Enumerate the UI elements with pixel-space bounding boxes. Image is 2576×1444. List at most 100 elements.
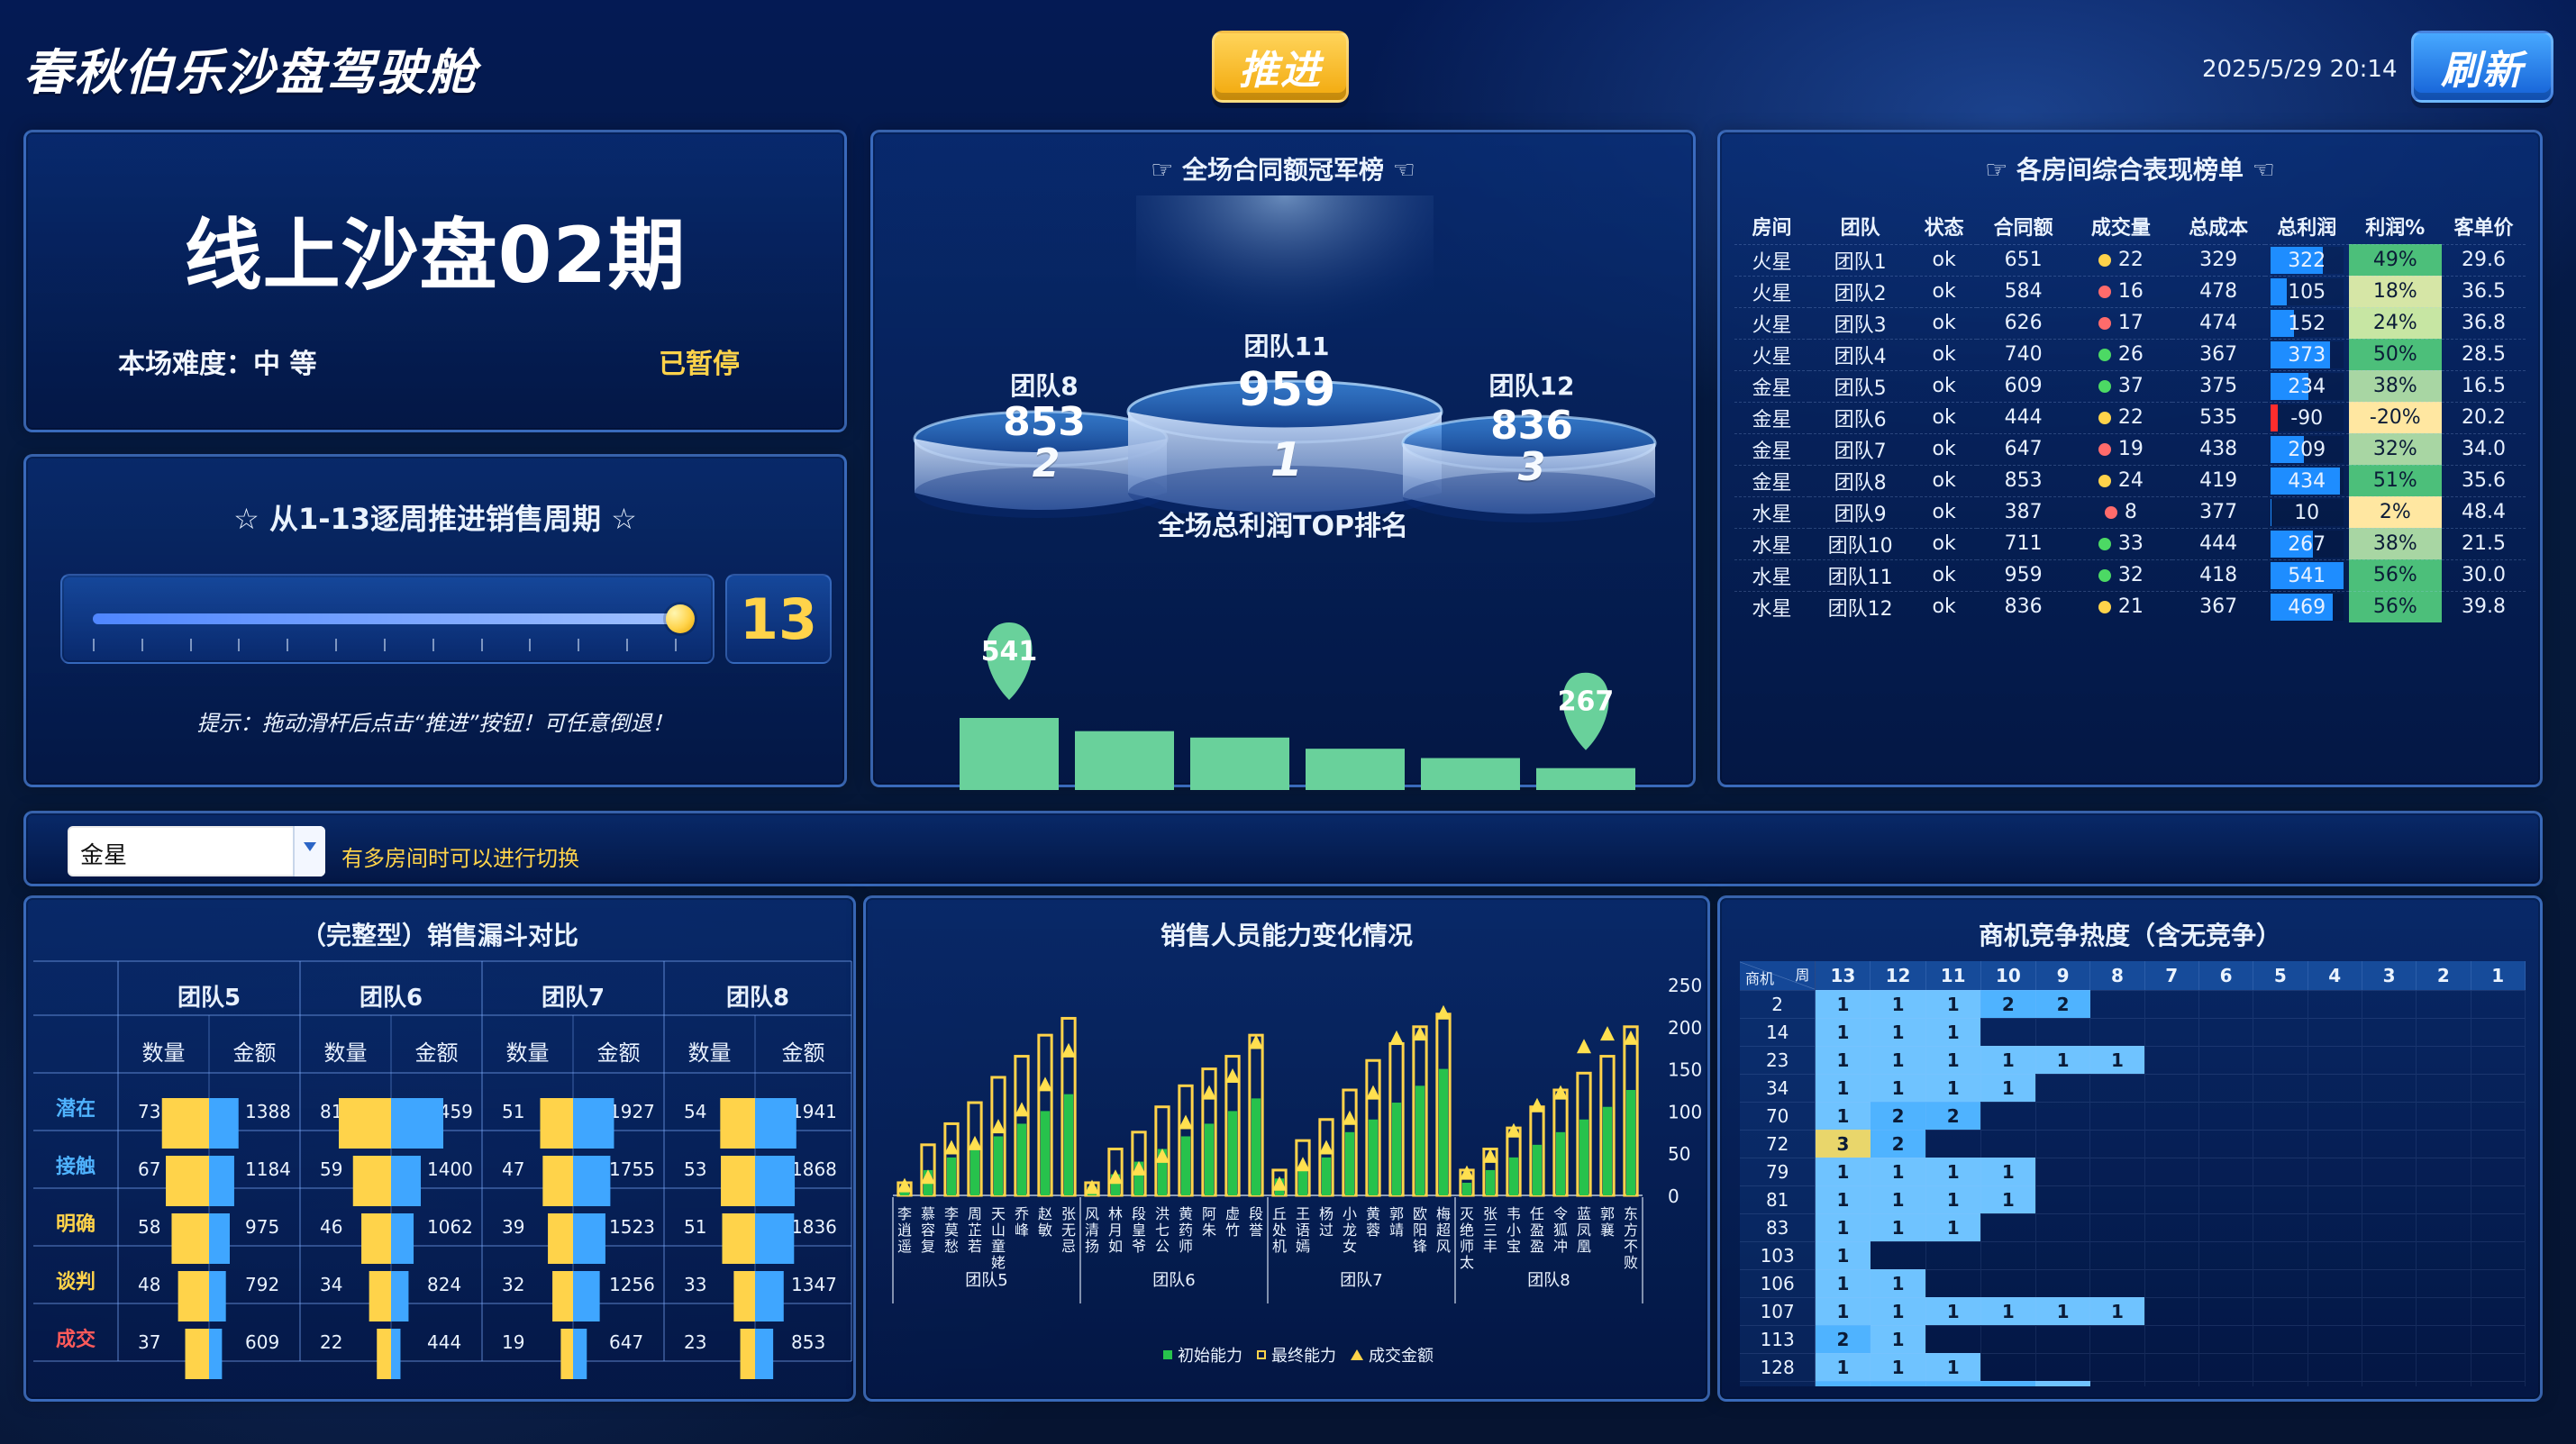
heat-cell (2144, 1269, 2199, 1297)
ability-person-name: 李莫愁 (944, 1205, 959, 1255)
refresh-button[interactable]: 刷新 (2411, 31, 2553, 103)
ability-amount-marker (1272, 1176, 1287, 1191)
heat-cell (2253, 1158, 2308, 1185)
room-row: 水星 团队10 ok 711 33 444 267 38% 21.5 (1734, 528, 2526, 559)
heat-cell (2471, 1353, 2526, 1381)
heat-cell (2089, 1102, 2145, 1130)
heat-table-wrap: 周商机 13 12 11 10 9 8 7 6 5 4 3 2 1 2 1 1 1 2 2 14 1 1 1 23 1 1 1 1 1 1… (1740, 961, 2526, 1386)
heat-cell (2144, 1353, 2199, 1381)
profit-value: 469 (2288, 595, 2326, 619)
profit-bar-fill (2270, 530, 2314, 558)
heat-cell (1980, 1241, 2036, 1269)
funnel-team-8: 团队8 (725, 985, 790, 1012)
legend-amount-label: 成交金额 (1369, 1347, 1434, 1366)
heat-row: 23 1 1 1 1 1 1 (1740, 1046, 2526, 1074)
heat-opportunity-id: 107 (1740, 1297, 1816, 1325)
heat-opportunity-id: 140 (1740, 1381, 1816, 1386)
ability-amount-marker (1202, 1085, 1216, 1100)
ability-initial-bar (899, 1191, 910, 1195)
funnel-amount: 1062 (427, 1216, 473, 1238)
heat-cell: 1 (1815, 1269, 1871, 1297)
deals-dot-icon (2098, 601, 2111, 613)
ability-amount-marker (1225, 1067, 1240, 1083)
heat-cell (2362, 1353, 2417, 1381)
slider-handle[interactable] (666, 604, 695, 633)
heat-cell (2416, 1297, 2471, 1325)
heat-week: 1 (2471, 961, 2526, 990)
heat-row: 14 1 1 1 (1740, 1018, 2526, 1046)
podium-center-rank: 1 (1270, 433, 1304, 487)
team-cell: 团队1 (1834, 250, 1887, 274)
heat-cell: 1 (2035, 1297, 2091, 1325)
contract-cell: 740 (2004, 343, 2043, 366)
deals-cell: 32 (2070, 559, 2171, 591)
heat-cell (2416, 1269, 2471, 1297)
margin-cell: 38% (2348, 528, 2442, 559)
funnel-qty: 22 (320, 1331, 342, 1353)
legend-amount-swatch (1351, 1349, 1363, 1360)
room-cell: 火星 (1752, 313, 1792, 337)
ability-initial-bar (1579, 1119, 1589, 1195)
funnel-metric-amt-4: 金额 (781, 1040, 825, 1066)
heat-opportunity-id: 79 (1740, 1158, 1816, 1185)
funnel-amount: 1941 (791, 1101, 837, 1122)
advance-button[interactable]: 推进 (1212, 31, 1349, 103)
profit-bar (1536, 767, 1635, 790)
heat-cell (2144, 1046, 2199, 1074)
ability-amount-marker (921, 1169, 935, 1185)
profit-cell: 10 (2265, 496, 2349, 528)
status-badge: 已暂停 (659, 349, 740, 380)
heat-cell (2253, 1297, 2308, 1325)
room-select[interactable]: 金星 (68, 826, 325, 876)
difficulty-label: 本场难度：中 等 (118, 349, 317, 380)
ability-person-name: 灭绝师太 (1460, 1205, 1474, 1271)
ability-initial-bar (1508, 1157, 1519, 1195)
room-row: 金星 团队7 ok 647 19 438 209 32% 34.0 (1734, 433, 2526, 465)
heat-row: 79 1 1 1 1 (1740, 1158, 2526, 1185)
week-slider[interactable] (60, 574, 715, 664)
heat-cell: 2 (1980, 1381, 2036, 1386)
profit-bar-wrap: 10 (2270, 498, 2344, 526)
ability-initial-bar (1180, 1136, 1191, 1195)
ability-initial-bar (946, 1157, 957, 1195)
ability-legend: 初始能力 最终能力 成交金额 (1163, 1343, 1434, 1367)
ability-person-name: 小龙女 (1343, 1205, 1357, 1255)
ability-amount-marker (1085, 1179, 1099, 1194)
heat-cell (2035, 1269, 2091, 1297)
heat-cell (2362, 1158, 2417, 1185)
funnel-qty-bar (171, 1213, 209, 1264)
cost-cell: 329 (2199, 249, 2238, 271)
heat-opportunity-id: 83 (1740, 1213, 1816, 1241)
margin-cell: -20% (2348, 402, 2442, 433)
ability-amount-marker (1436, 1004, 1451, 1020)
cost-cell: 367 (2199, 595, 2238, 618)
heat-row: 103 1 (1740, 1241, 2526, 1269)
heat-cell: 2 (1815, 1325, 1871, 1353)
status-cell: ok (1932, 343, 1956, 366)
room-cell: 水星 (1752, 566, 1792, 589)
room-switch-bar: 金星 有多房间时可以进行切换 (23, 811, 2543, 886)
ability-person-name: 天山童姥 (991, 1205, 1006, 1271)
funnel-amount: 792 (245, 1274, 279, 1295)
heat-cell: 1 (1815, 1297, 1871, 1325)
ability-person-name: 令狐冲 (1553, 1205, 1568, 1255)
session-panel: 线上沙盘02期 本场难度：中 等 已暂停 (23, 130, 847, 432)
ability-amount-marker (897, 1177, 912, 1193)
heat-cell: 2 (1925, 1381, 1981, 1386)
heat-cell (2307, 1102, 2362, 1130)
profit-cell: -90 (2265, 402, 2349, 433)
podium-right (1401, 414, 1657, 522)
funnel-qty-bar (722, 1213, 755, 1264)
ability-person-name: 欧阳锋 (1413, 1205, 1427, 1255)
room-row: 水星 团队11 ok 959 32 418 541 56% 30.0 (1734, 559, 2526, 591)
funnel-amount: 1755 (609, 1158, 655, 1180)
heat-cell (2307, 1269, 2362, 1297)
heat-cell: 1 (1925, 1158, 1981, 1185)
funnel-metric-qty-4: 数量 (687, 1040, 732, 1066)
week-control-title: ☆ 从1-13逐周推进销售周期 ☆ (233, 502, 637, 536)
ability-initial-bar (969, 1144, 980, 1195)
heat-cell (2253, 1325, 2308, 1353)
heat-cell (2471, 1325, 2526, 1353)
ability-person-name: 杨过 (1319, 1205, 1334, 1239)
